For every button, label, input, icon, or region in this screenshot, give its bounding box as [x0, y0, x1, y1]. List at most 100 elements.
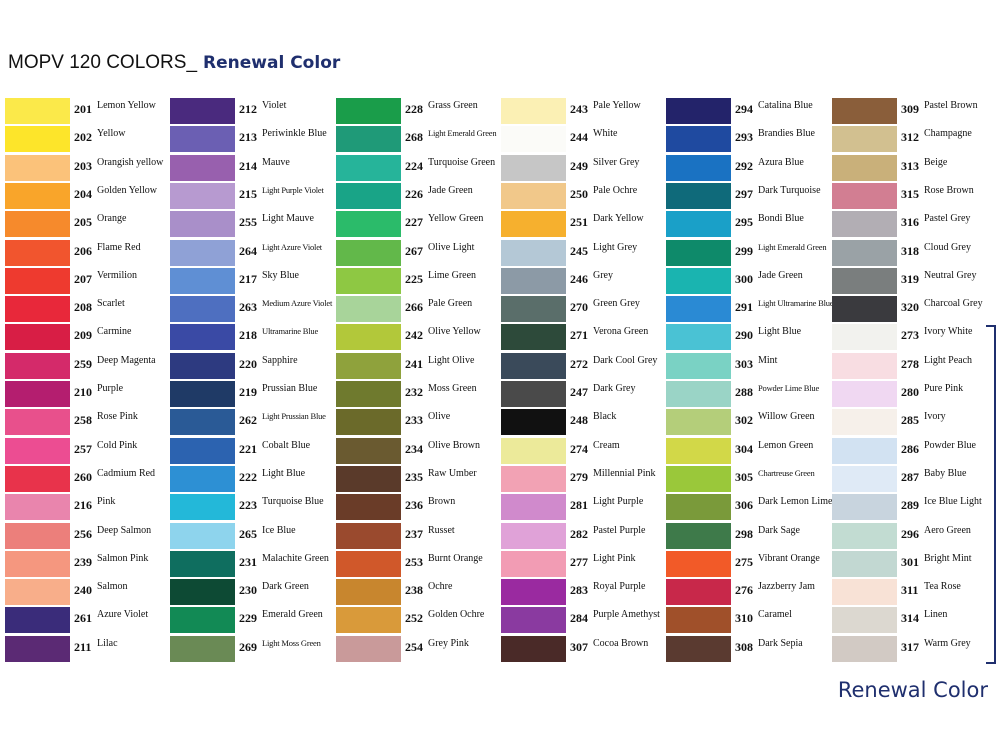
color-swatch [170, 465, 235, 492]
color-entry: 252 Golden Ochre [336, 606, 501, 634]
color-code: 214 [239, 158, 257, 173]
color-swatch [170, 579, 235, 606]
color-code: 313 [901, 158, 919, 173]
color-code: 277 [570, 554, 588, 569]
color-code: 274 [570, 441, 588, 456]
color-entry: 231 Malachite Green [170, 550, 335, 578]
color-swatch [832, 550, 897, 577]
color-name: Golden Yellow [97, 184, 158, 196]
color-swatch [832, 182, 897, 209]
color-swatch [666, 409, 731, 436]
color-name: Lemon Yellow [97, 100, 156, 111]
color-entry: 263 Medium Azure Violet [170, 295, 335, 323]
color-entry: 300 Jade Green [666, 267, 831, 295]
color-entry: 268 Light Emerald Green [336, 125, 501, 153]
footer: Renewal Color [837, 678, 988, 702]
color-swatch [336, 324, 401, 351]
color-name: Cold Pink [97, 439, 138, 451]
color-swatch [501, 522, 566, 549]
color-code: 262 [239, 413, 257, 428]
color-entry: 207 Vermilion [5, 267, 170, 295]
color-swatch [336, 607, 401, 634]
color-entry: 310 Caramel [666, 606, 831, 634]
color-code: 272 [570, 356, 588, 371]
color-name: Bright Mint [924, 552, 972, 564]
color-entry: 276 Jazzberry Jam [666, 578, 831, 606]
color-entry: 241 Light Olive [336, 352, 501, 380]
color-entry: 312 Champagne [832, 125, 997, 153]
color-code: 292 [735, 158, 753, 173]
color-name: Light Blue [758, 326, 802, 338]
color-swatch [832, 126, 897, 153]
color-code: 316 [901, 215, 919, 230]
color-code: 305 [735, 469, 753, 484]
color-name: Purple Amethyst [593, 609, 660, 621]
color-name: Tea Rose [924, 581, 961, 593]
color-swatch [170, 607, 235, 634]
color-swatch [832, 437, 897, 464]
color-name: Light Purple [593, 496, 644, 508]
color-entry: 221 Cobalt Blue [170, 437, 335, 465]
color-entry: 277 Light Pink [501, 550, 666, 578]
color-name: Rose Pink [97, 411, 138, 423]
color-entry: 212 Violet [170, 97, 335, 125]
color-entry: 219 Prussian Blue [170, 380, 335, 408]
color-name: Cadmium Red [97, 467, 156, 479]
color-code: 210 [74, 385, 92, 399]
color-code: 222 [239, 469, 257, 484]
color-swatch [832, 494, 897, 521]
color-swatch [336, 635, 401, 662]
color-swatch [666, 494, 731, 521]
color-entry: 301 Bright Mint [832, 550, 997, 578]
color-entry: 304 Lemon Green [666, 437, 831, 465]
color-entry: 273 Ivory White [832, 323, 997, 351]
color-code: 278 [901, 356, 919, 371]
color-entry: 229 Emerald Green [170, 606, 335, 634]
color-swatch [666, 182, 731, 209]
color-code: 299 [735, 243, 753, 258]
color-swatch [666, 296, 731, 323]
color-swatch [832, 211, 897, 238]
color-entry: 282 Pastel Purple [501, 522, 666, 550]
color-entry: 211 Lilac [5, 635, 170, 663]
color-entry: 213 Periwinkle Blue [170, 125, 335, 153]
color-swatch [5, 437, 70, 464]
color-name: Azura Blue [758, 156, 804, 168]
color-entry: 226 Jade Green [336, 182, 501, 210]
color-code: 243 [570, 102, 588, 116]
color-code: 258 [74, 413, 92, 428]
color-code: 251 [570, 215, 588, 230]
color-entry: 215 Light Purple Violet [170, 182, 335, 210]
bracket [986, 325, 996, 664]
color-entry: 222 Light Blue [170, 465, 335, 493]
color-swatch [5, 126, 70, 153]
color-code: 285 [901, 413, 919, 428]
color-entry: 287 Baby Blue [832, 465, 997, 493]
color-code: 211 [74, 639, 92, 654]
color-code: 287 [901, 469, 919, 484]
color-entry: 247 Dark Grey [501, 380, 666, 408]
color-code: 290 [735, 328, 753, 343]
color-swatch [336, 465, 401, 492]
color-entry: 208 Scarlet [5, 295, 170, 323]
color-entry: 318 Cloud Grey [832, 239, 997, 267]
color-code: 270 [570, 300, 588, 315]
color-swatch [832, 352, 897, 379]
color-name: Rose Brown [924, 184, 974, 196]
color-swatch [5, 239, 70, 266]
color-name: Azure Violet [97, 609, 149, 621]
color-name: Light Emerald Green [428, 128, 497, 139]
color-name: Linen [924, 609, 948, 621]
color-code: 218 [239, 328, 257, 343]
color-entry: 234 Olive Brown [336, 437, 501, 465]
color-code: 213 [239, 130, 257, 145]
color-name: Lemon Green [758, 439, 814, 451]
title-line: MOPV 120 COLORS_ Renewal Color [8, 52, 340, 74]
color-name: Pastel Grey [924, 213, 971, 225]
color-name: Olive Brown [428, 439, 480, 451]
color-swatch [666, 465, 731, 492]
color-code: 233 [405, 413, 423, 428]
color-swatch [170, 296, 235, 323]
color-swatch [5, 550, 70, 577]
color-swatch [170, 635, 235, 662]
